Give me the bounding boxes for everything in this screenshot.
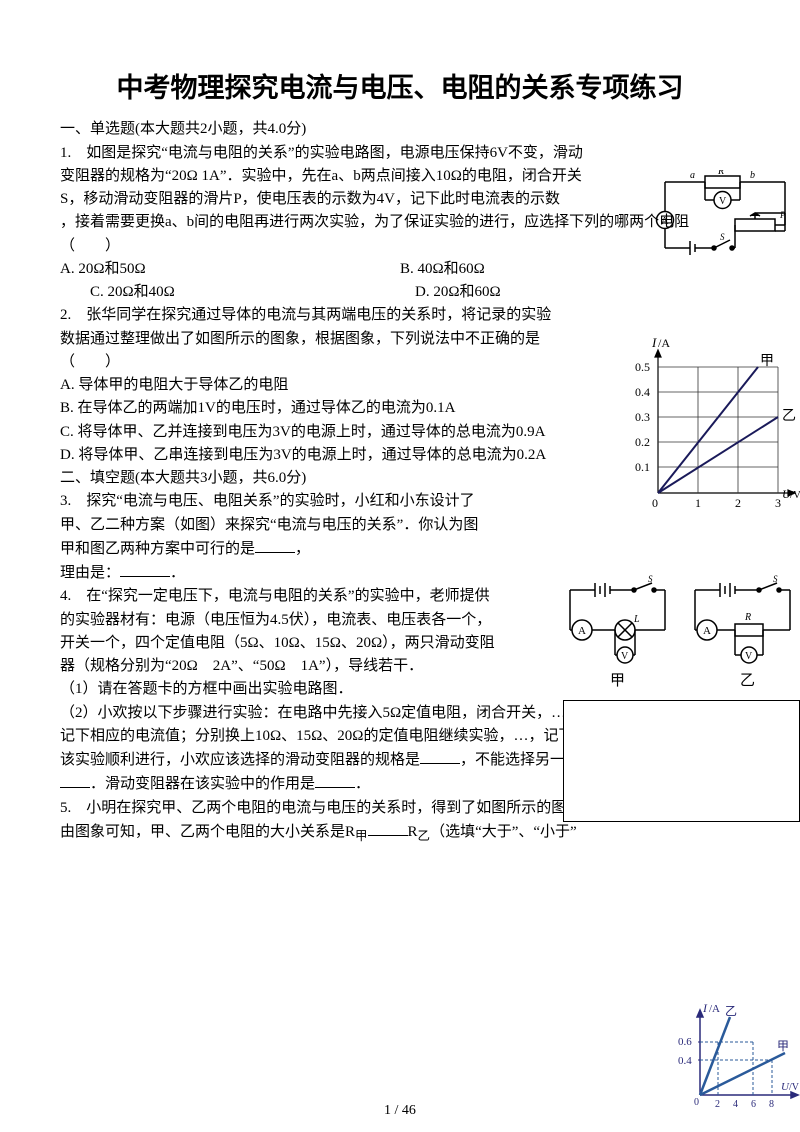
q5-sub-jia: 甲	[355, 829, 368, 843]
svg-text:0.2: 0.2	[635, 435, 650, 449]
q4-stem: 4. 在“探究一定电压下，电流与电阻的关系”的实验中，老师提供的实验器材有：电源…	[60, 585, 500, 678]
svg-text:0.6: 0.6	[678, 1036, 692, 1048]
circuit-yi-label: 乙	[740, 673, 755, 689]
svg-text:3: 3	[775, 496, 781, 510]
page-number: 1 / 46	[0, 1100, 800, 1122]
svg-text:A: A	[661, 216, 669, 227]
document-title: 中考物理探究电流与电压、电阻的关系专项练习	[60, 70, 740, 106]
svg-text:I: I	[651, 335, 657, 350]
svg-text:R: R	[744, 612, 751, 623]
q1-options-row1: A. 20Ω和50Ω B. 40Ω和60Ω	[60, 258, 740, 281]
q2-option-a: A. 导体甲的电阻大于导体乙的电阻	[60, 374, 560, 397]
q1-options-row2: C. 20Ω和40Ω D. 20Ω和60Ω	[60, 281, 740, 304]
q3-blank-2	[120, 561, 170, 577]
svg-text:L: L	[633, 614, 640, 625]
q2-option-c: C. 将导体甲、乙并连接到电压为3V的电源上时，通过导体的总电流为0.9A	[60, 421, 560, 444]
document-page: a R b V P	[0, 0, 800, 1132]
svg-text:0.4: 0.4	[678, 1055, 692, 1067]
q3-text-4: ．	[170, 565, 185, 581]
svg-text:甲: 甲	[777, 1039, 789, 1053]
section-1-heading: 一、单选题(本大题共2小题，共4.0分)	[60, 118, 740, 141]
svg-text:V: V	[719, 196, 727, 207]
svg-text:0.1: 0.1	[635, 460, 650, 474]
q5-sub-yi: 乙	[418, 829, 431, 843]
q5-iv-graph: I/A 0.6 0.4 2 4 6 8 0 U/V	[675, 1000, 800, 1110]
q4-drawing-box	[563, 700, 800, 822]
q3-blank-1	[255, 537, 295, 553]
q1-stem-part1: 1. 如图是探究“电流与电阻的关系”的实验电路图，电源电压保持6V不变，滑动变阻…	[60, 142, 590, 212]
q4-blank-3	[315, 772, 355, 788]
svg-text:S: S	[720, 232, 725, 242]
q4-blank-1	[420, 748, 460, 764]
q1-option-a: A. 20Ω和50Ω	[60, 258, 400, 281]
q5-stem: 5. 小明在探究甲、乙两个电阻的电流与电压的关系时，得到了如图所示的图象．由图象…	[60, 797, 600, 847]
svg-text:A: A	[578, 625, 586, 637]
q1-option-d: D. 20Ω和60Ω	[415, 281, 740, 304]
svg-text:b: b	[750, 170, 755, 181]
svg-text:I: I	[702, 1001, 708, 1015]
svg-text:V: V	[745, 651, 753, 662]
q5-text-2: R	[408, 824, 418, 840]
q1-option-c: C. 20Ω和40Ω	[60, 281, 415, 304]
svg-text:a: a	[690, 170, 695, 181]
svg-text:/A: /A	[658, 336, 670, 350]
svg-text:R: R	[717, 170, 724, 177]
q3-text-2: ，	[295, 541, 310, 557]
q3-text-3: 理由是：	[60, 565, 120, 581]
q5-text-3: （选填“大于”、“小于”	[430, 824, 577, 840]
svg-text:0.3: 0.3	[635, 410, 650, 424]
svg-text:甲: 甲	[760, 354, 774, 369]
q2-stem: 2. 张华同学在探究通过导体的电流与其两端电压的关系时，将记录的实验数据通过整理…	[60, 304, 560, 374]
svg-text:2: 2	[735, 496, 741, 510]
circuit-jia-label: 甲	[610, 673, 625, 689]
svg-text:P: P	[779, 210, 786, 220]
svg-text:/A: /A	[709, 1003, 720, 1015]
svg-text:0.4: 0.4	[635, 385, 650, 399]
svg-text:0.5: 0.5	[635, 360, 650, 374]
q2-option-b: B. 在导体乙的两端加1V的电压时，通过导体乙的电流为0.1A	[60, 397, 560, 420]
svg-text:S: S	[773, 575, 778, 584]
q5-blank-1	[368, 820, 408, 836]
svg-text:S: S	[648, 575, 653, 584]
svg-text:/V: /V	[789, 1082, 800, 1093]
q1-circuit-diagram: a R b V P	[650, 170, 800, 260]
svg-text:V: V	[621, 651, 629, 662]
q1-option-b: B. 40Ω和60Ω	[400, 258, 740, 281]
svg-text:1: 1	[695, 496, 701, 510]
svg-text:A: A	[703, 625, 711, 637]
svg-text:乙: 乙	[782, 408, 796, 424]
q3-circuit-diagrams: S A L V	[555, 575, 800, 695]
q2-iv-graph: I/A 0.5 0.4 0.3	[630, 335, 800, 510]
q1-stem-part2: ，接着需要更换a、b间的电阻再进行两次实验，为了保证实验的进行，应选择下列的哪两…	[60, 211, 740, 258]
q4-sub2-text-4: ．	[355, 776, 370, 792]
svg-text:乙: 乙	[725, 1004, 737, 1018]
svg-text:/V: /V	[790, 489, 800, 501]
q3-stem: 3. 探究“电流与电压、电阻关系”的实验时，小红和小东设计了甲、乙二种方案（如图…	[60, 490, 490, 561]
q4-sub2-text-3: ．滑动变阻器在该实验中的作用是	[90, 776, 315, 792]
svg-text:0: 0	[652, 496, 658, 510]
q4-blank-2	[60, 772, 90, 788]
